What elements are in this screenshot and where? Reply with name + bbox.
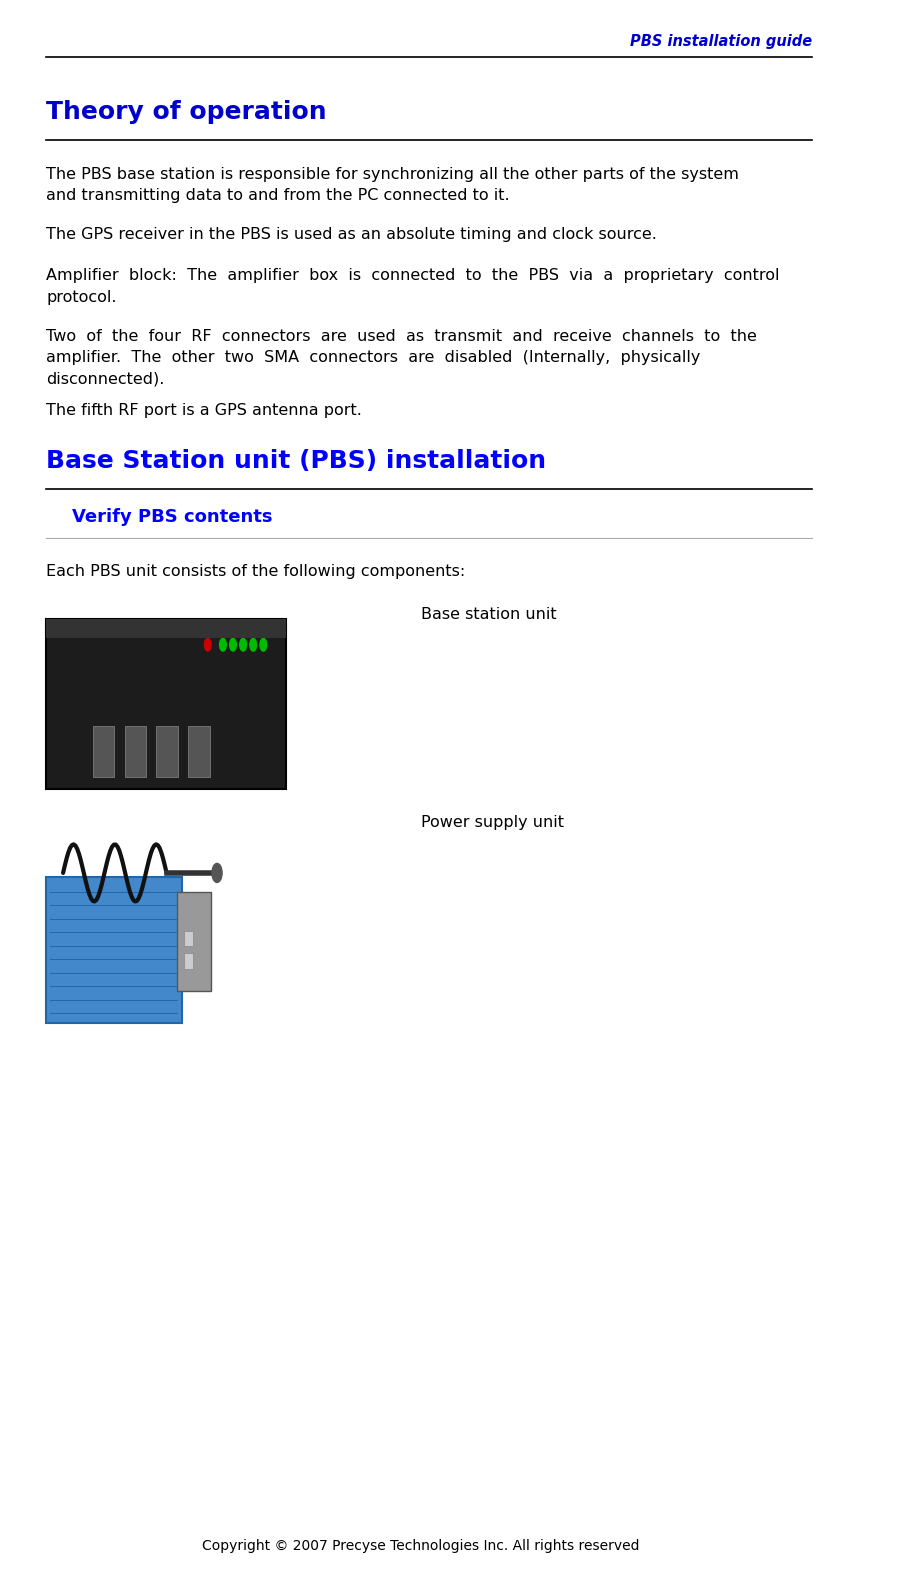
Circle shape [230,638,236,651]
Circle shape [212,864,222,883]
Circle shape [205,638,211,651]
Text: Each PBS unit consists of the following components:: Each PBS unit consists of the following … [46,564,465,578]
Text: Base station unit: Base station unit [421,607,556,621]
Circle shape [220,638,226,651]
Text: The GPS receiver in the PBS is used as an absolute timing and clock source.: The GPS receiver in the PBS is used as a… [46,227,657,241]
Text: Theory of operation: Theory of operation [46,100,327,124]
Circle shape [240,638,246,651]
Text: Amplifier  block:  The  amplifier  box  is  connected  to  the  PBS  via  a  pro: Amplifier block: The amplifier box is co… [46,268,780,305]
FancyBboxPatch shape [185,953,193,969]
FancyBboxPatch shape [125,726,146,777]
FancyBboxPatch shape [46,877,182,1023]
FancyBboxPatch shape [46,619,286,638]
Text: PBS installation guide: PBS installation guide [630,35,812,49]
Text: Base Station unit (PBS) installation: Base Station unit (PBS) installation [46,449,546,473]
FancyBboxPatch shape [46,619,286,789]
FancyBboxPatch shape [156,726,178,777]
Circle shape [250,638,256,651]
Text: The fifth RF port is a GPS antenna port.: The fifth RF port is a GPS antenna port. [46,403,362,418]
FancyBboxPatch shape [93,726,115,777]
Text: Verify PBS contents: Verify PBS contents [72,508,272,526]
Text: Power supply unit: Power supply unit [421,815,564,829]
Text: The PBS base station is responsible for synchronizing all the other parts of the: The PBS base station is responsible for … [46,167,739,203]
Text: Copyright © 2007 Precyse Technologies Inc. All rights reserved: Copyright © 2007 Precyse Technologies In… [202,1539,639,1553]
Circle shape [260,638,266,651]
Text: Two  of  the  four  RF  connectors  are  used  as  transmit  and  receive  chann: Two of the four RF connectors are used a… [46,329,757,387]
FancyBboxPatch shape [177,892,211,991]
FancyBboxPatch shape [185,931,193,946]
FancyBboxPatch shape [188,726,210,777]
